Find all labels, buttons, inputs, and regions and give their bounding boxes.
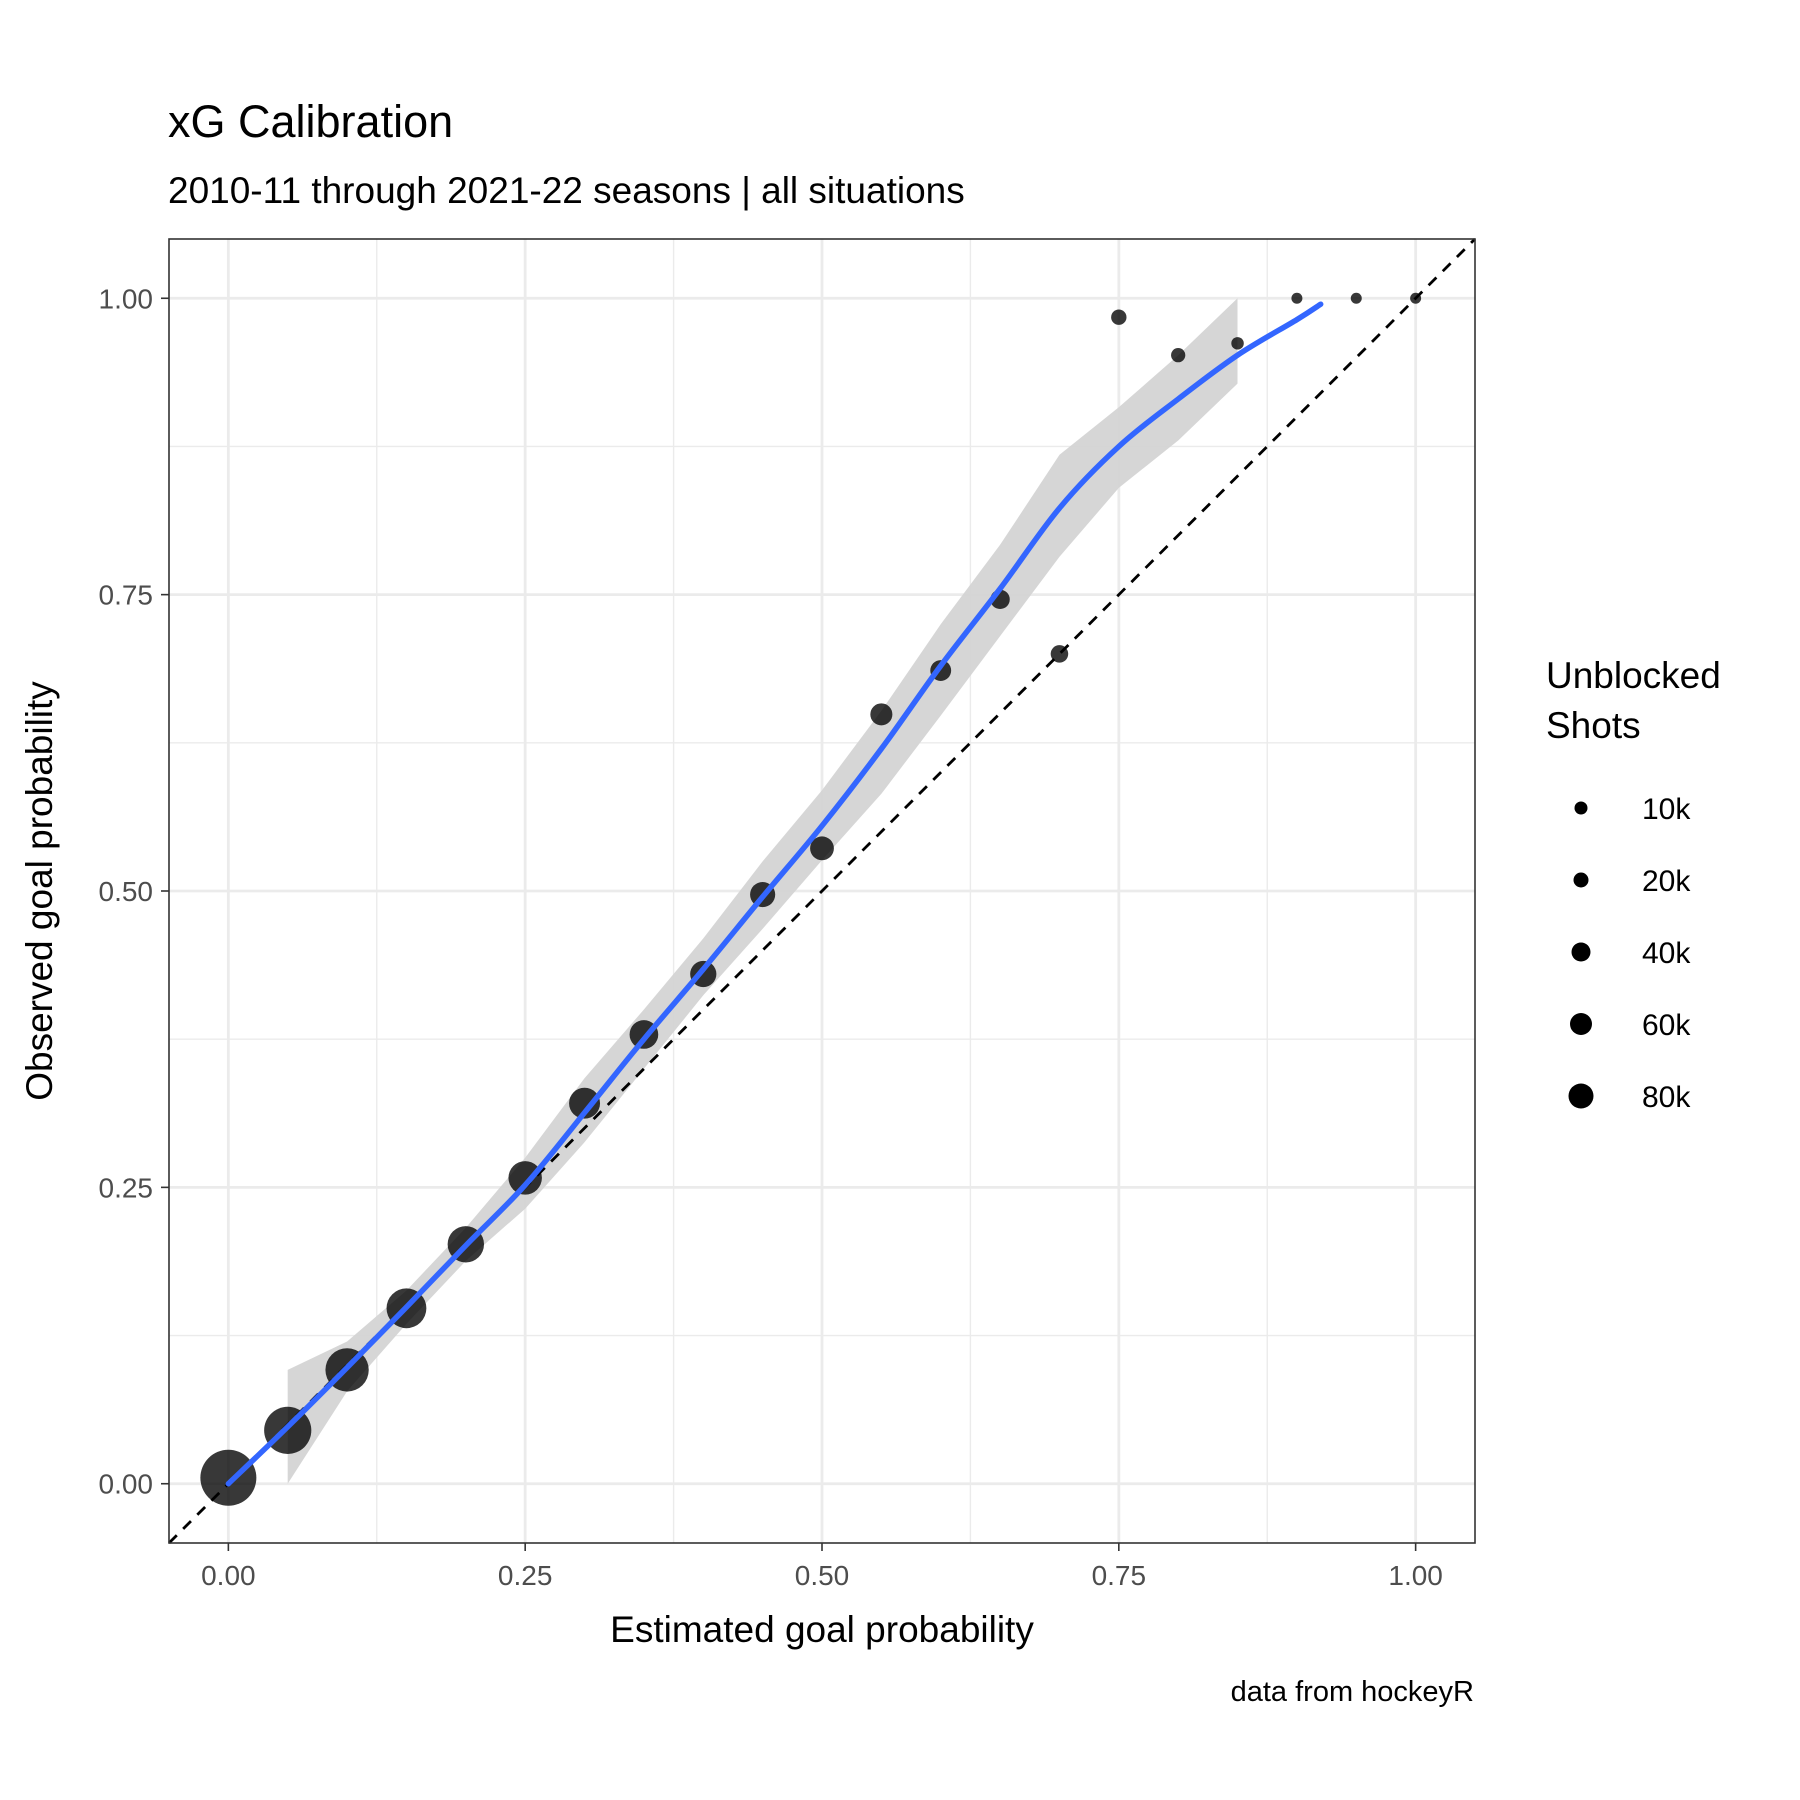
data-point (870, 703, 893, 726)
data-point (1050, 645, 1069, 663)
x-tick-label: 0.50 (795, 1560, 850, 1591)
data-point (200, 1449, 257, 1506)
legend-label: 80k (1642, 1081, 1691, 1114)
data-point (1350, 292, 1362, 304)
data-point (569, 1087, 601, 1119)
y-tick-label: 0.00 (99, 1469, 154, 1500)
data-point (810, 836, 834, 861)
x-axis-ticks: 0.00 0.25 0.50 0.75 1.00 (201, 1543, 1443, 1591)
legend-key (1571, 942, 1591, 962)
data-point (1231, 337, 1244, 350)
legend-label: 40k (1642, 937, 1691, 970)
legend-key (1574, 801, 1588, 815)
data-point (1410, 292, 1422, 304)
data-point (508, 1161, 542, 1195)
smooth-line (225, 301, 1324, 1487)
y-axis-title: Observed goal probability (19, 681, 60, 1101)
x-axis-title: Estimated goal probability (610, 1609, 1034, 1650)
x-tick-label: 0.75 (1092, 1560, 1147, 1591)
data-point (1171, 348, 1186, 363)
y-axis-ticks: 0.00 0.25 0.50 0.75 1.00 (99, 283, 169, 1500)
y-tick-label: 0.75 (99, 580, 154, 611)
y-tick-label: 1.00 (99, 283, 154, 314)
y-tick-label: 0.25 (99, 1172, 154, 1203)
x-tick-label: 0.25 (498, 1560, 553, 1591)
legend-key (1573, 872, 1589, 888)
chart-title: xG Calibration (168, 96, 453, 147)
chart-subtitle: 2010-11 through 2021-22 seasons | all si… (168, 170, 965, 211)
x-tick-label: 1.00 (1388, 1560, 1443, 1591)
legend-title-line-1: Unblocked (1546, 655, 1721, 696)
legend-label: 60k (1642, 1009, 1691, 1042)
legend-key (1568, 1083, 1594, 1109)
legend: Unblocked Shots 10k 20k 40k 60k 80k (1546, 655, 1721, 1114)
data-point (1291, 292, 1303, 304)
legend-label: 10k (1642, 793, 1691, 826)
chart-caption: data from hockeyR (1231, 1676, 1474, 1708)
legend-title-line-2: Shots (1546, 705, 1641, 746)
x-tick-label: 0.00 (201, 1560, 256, 1591)
y-tick-label: 0.50 (99, 876, 154, 907)
legend-key (1570, 1013, 1592, 1035)
data-point (1111, 309, 1127, 325)
plot-panel (168, 238, 1476, 1544)
legend-label: 20k (1642, 865, 1691, 898)
